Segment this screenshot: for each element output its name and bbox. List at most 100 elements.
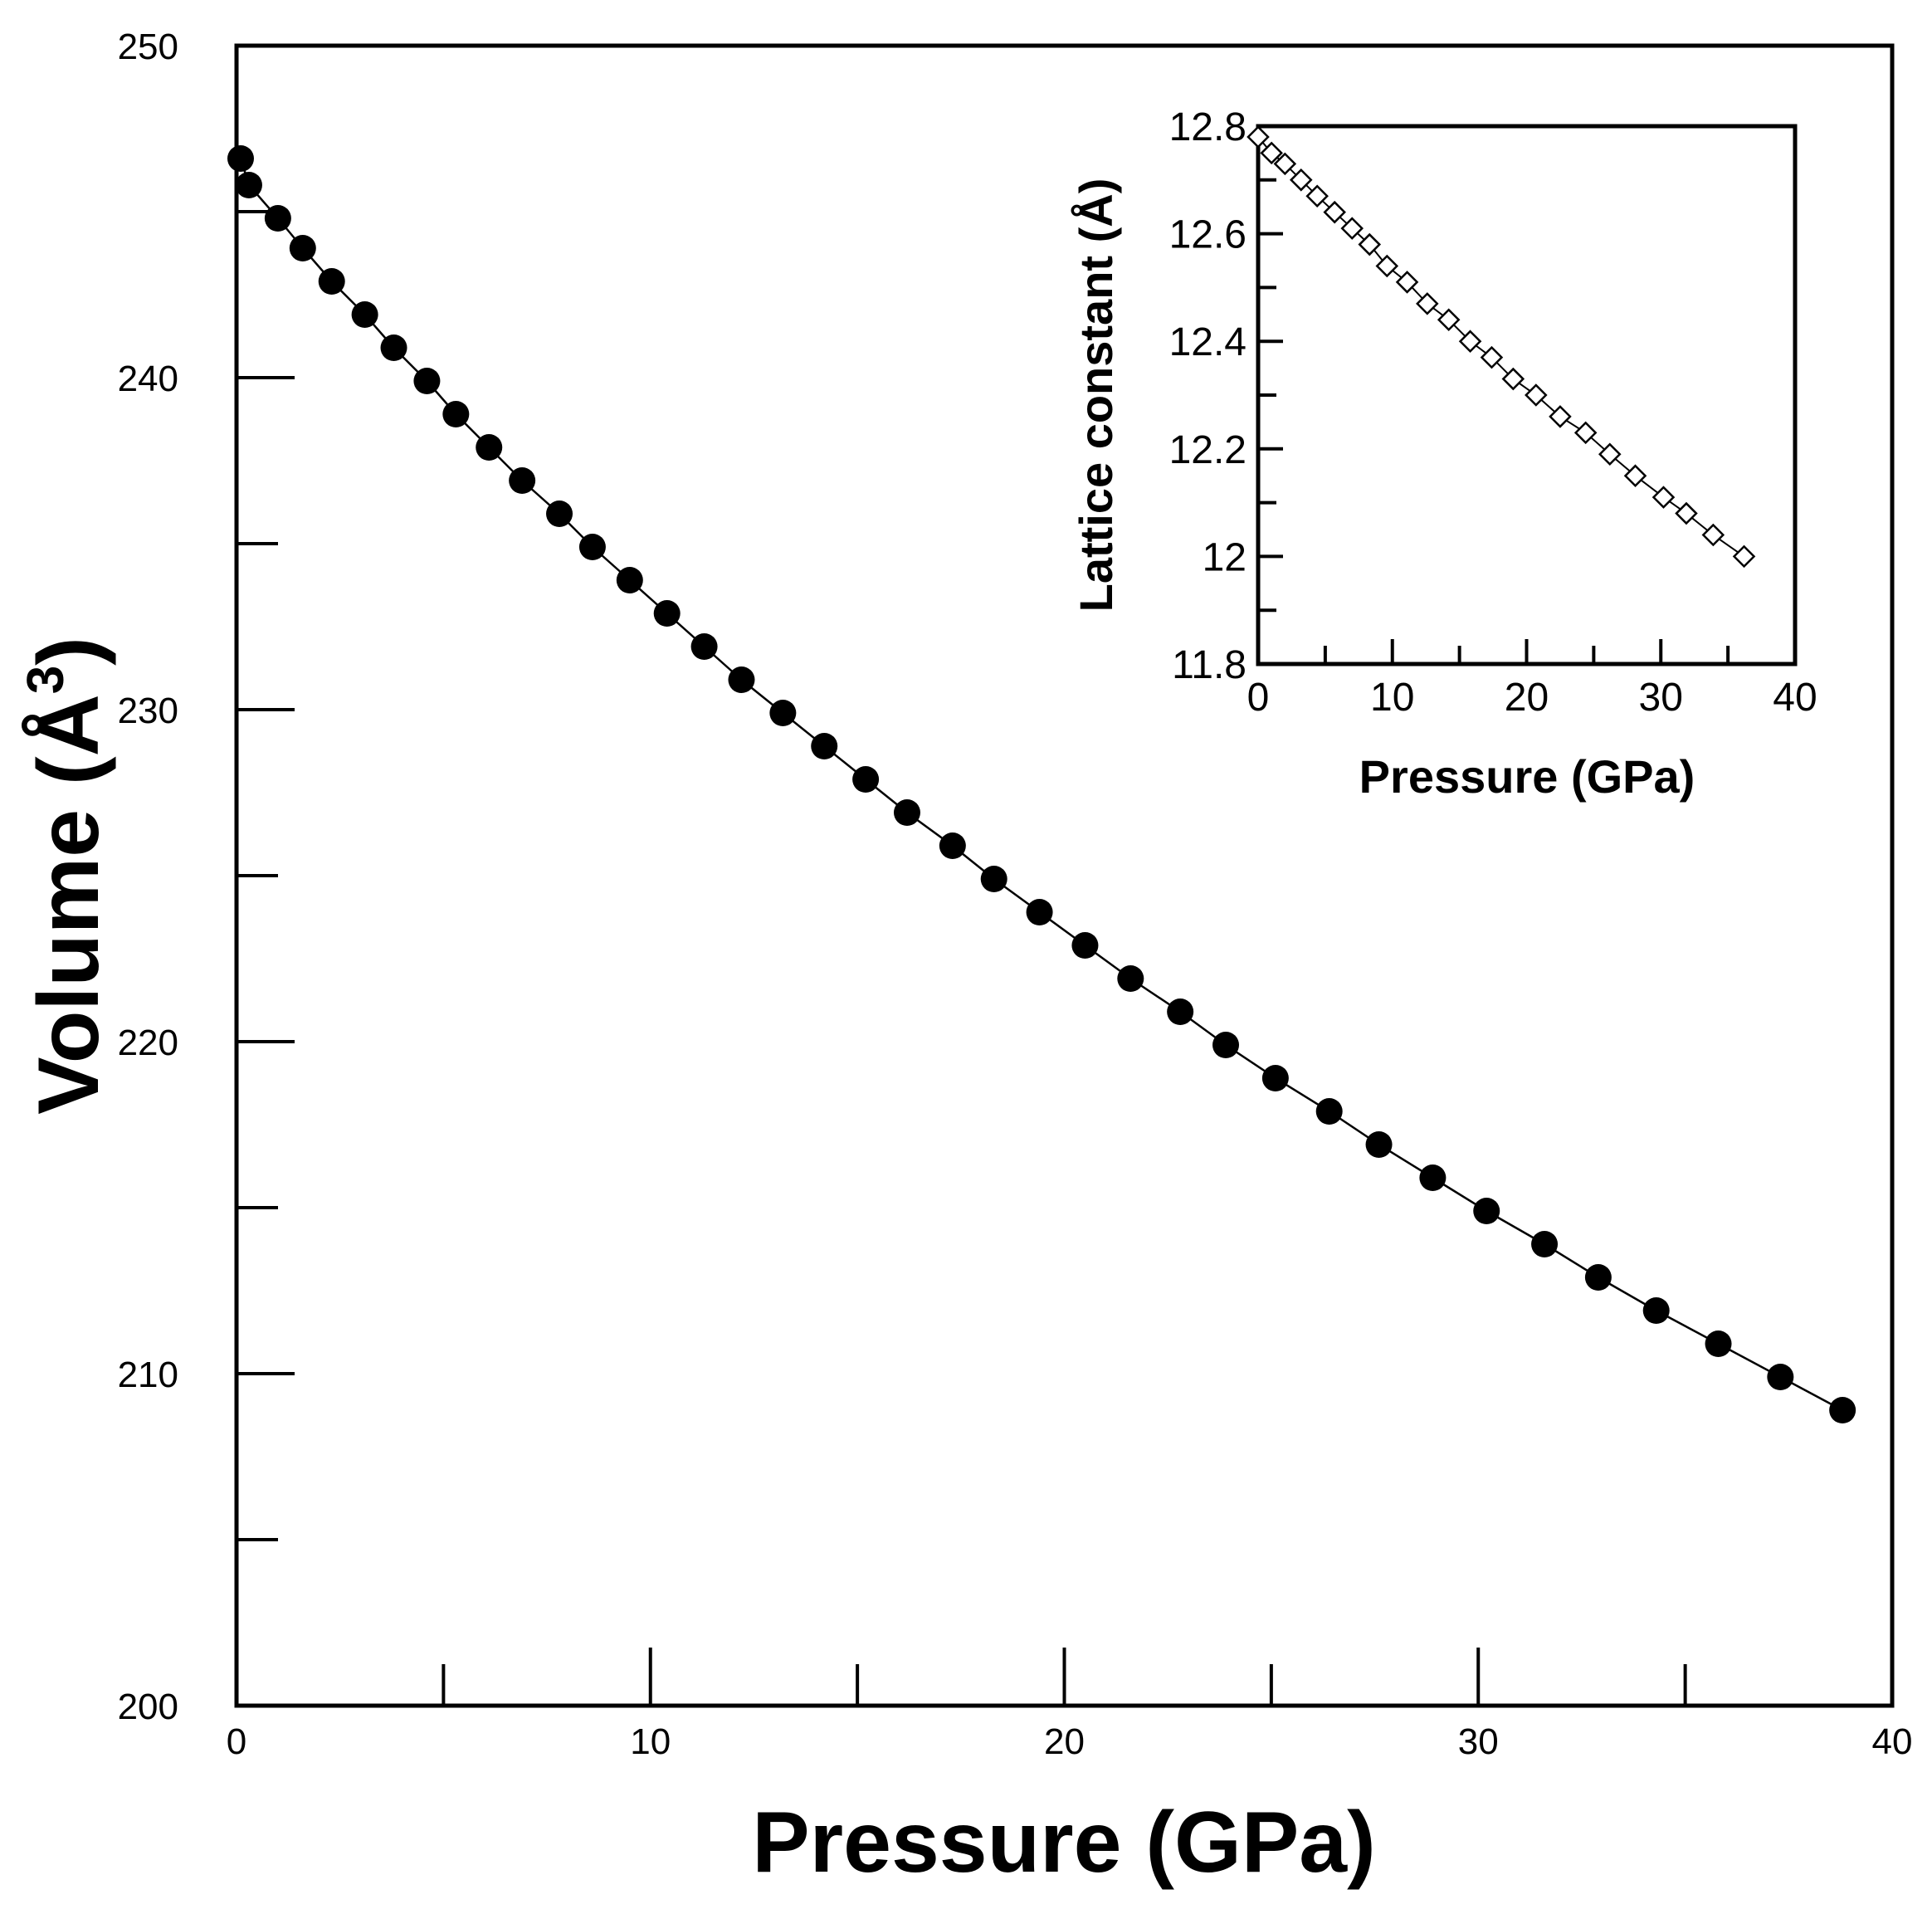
data-point [690, 633, 718, 660]
x-tick-label: 10 [1370, 676, 1414, 720]
data-point [1642, 1297, 1670, 1324]
data-point [1212, 1032, 1240, 1058]
main-y-axis-title-superscript: 3 [17, 666, 75, 694]
data-point [1573, 421, 1598, 445]
data-point [442, 401, 470, 427]
data-point [1365, 1131, 1393, 1158]
x-tick-label: 10 [630, 1721, 671, 1762]
y-tick-label: 210 [118, 1355, 178, 1395]
data-point [1584, 1264, 1612, 1291]
data-point [852, 766, 880, 793]
data-point [227, 145, 254, 172]
data-point [413, 368, 441, 394]
data-point [380, 334, 407, 361]
x-tick-label: 40 [1872, 1721, 1913, 1762]
data-point [893, 799, 920, 826]
y-tick-label: 12.6 [1169, 213, 1247, 257]
inset-plot: 0 10 20 30 40 11.8 12 12.2 12.4 12.6 12.8 Pressure… [1070, 105, 1817, 803]
data-point [264, 205, 291, 232]
data-point [1247, 125, 1270, 149]
inset-axis-tick-labels: 0 10 20 30 40 11.8 12 12.2 12.4 12.6 12.8 [1169, 105, 1817, 720]
data-point [1705, 1330, 1732, 1357]
data-point [616, 567, 643, 593]
data-point [289, 235, 316, 261]
data-point [1531, 1231, 1559, 1257]
data-point [1315, 1098, 1343, 1125]
x-tick-label: 30 [1458, 1721, 1499, 1762]
main-axis-ticks [237, 210, 1687, 1706]
data-point [1651, 486, 1676, 509]
data-point [509, 467, 536, 494]
inset-y-axis-title: Lattice constant (Å) [1070, 178, 1122, 613]
data-point [1375, 254, 1399, 278]
data-point [1260, 141, 1283, 165]
main-y-axis-title-close: ) [21, 637, 117, 666]
data-point [1829, 1397, 1856, 1423]
data-point [1675, 501, 1698, 525]
y-tick-label: 250 [118, 27, 178, 67]
data-point [1458, 330, 1482, 353]
data-point [1549, 405, 1572, 428]
y-tick-label: 240 [118, 359, 178, 399]
data-point [1480, 345, 1504, 369]
data-point [476, 434, 503, 461]
main-y-axis-title: Volume (Å3) [17, 637, 117, 1115]
x-tick-label: 20 [1505, 676, 1549, 720]
x-tick-label: 0 [1247, 676, 1270, 720]
data-point [235, 172, 262, 198]
y-tick-label: 12.2 [1169, 428, 1247, 472]
data-point [1358, 232, 1382, 256]
inset-series-markers [1247, 125, 1756, 569]
data-point [1623, 464, 1647, 487]
data-point [1473, 1198, 1500, 1224]
y-tick-label: 11.8 [1172, 643, 1247, 687]
x-tick-label: 30 [1639, 676, 1683, 720]
data-point [578, 534, 606, 560]
data-point [318, 268, 345, 295]
data-point [1289, 168, 1313, 192]
data-point [1598, 442, 1622, 466]
data-point [653, 600, 681, 627]
data-point [728, 666, 755, 693]
x-tick-label: 20 [1044, 1721, 1085, 1762]
data-point [1261, 1065, 1289, 1091]
data-point [1323, 200, 1346, 224]
data-point [811, 733, 838, 759]
data-point [1419, 1164, 1447, 1191]
data-point [1340, 217, 1364, 240]
data-point [1305, 184, 1329, 208]
main-x-axis-title: Pressure (GPa) [752, 1794, 1375, 1891]
inset-axis-ticks [1258, 178, 1730, 664]
data-point [1071, 932, 1099, 959]
inset-x-axis-title: Pressure (GPa) [1359, 750, 1695, 803]
y-tick-label: 220 [118, 1023, 178, 1063]
data-point [1525, 383, 1548, 407]
data-point [1026, 899, 1053, 925]
data-point [351, 301, 378, 328]
data-point [1437, 308, 1461, 332]
data-point [939, 832, 966, 859]
data-point [1416, 292, 1439, 315]
main-series-markers [227, 145, 1856, 1423]
data-point [1395, 271, 1419, 294]
data-point [1767, 1364, 1794, 1390]
data-point [1167, 998, 1194, 1025]
data-point [1701, 523, 1725, 547]
main-y-axis-title-text: Volume (Å [21, 694, 117, 1115]
x-tick-label: 40 [1773, 676, 1817, 720]
y-tick-label: 230 [118, 691, 178, 731]
data-point [1501, 367, 1525, 391]
y-tick-label: 12.8 [1169, 105, 1247, 149]
data-point [769, 700, 797, 726]
data-point [1732, 544, 1756, 569]
data-point [1117, 965, 1144, 992]
data-point [980, 866, 1007, 892]
y-tick-label: 12.4 [1169, 320, 1247, 364]
data-point [546, 500, 573, 527]
y-tick-label: 200 [118, 1687, 178, 1727]
x-tick-label: 0 [227, 1721, 246, 1762]
